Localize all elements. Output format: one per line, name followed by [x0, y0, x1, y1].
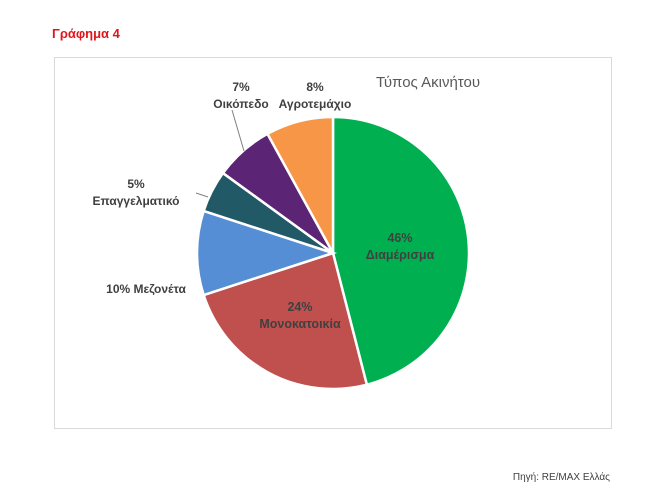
- leader-line-5: [231, 109, 245, 152]
- data-label-4: 5%: [127, 177, 145, 191]
- data-label-5: Οικόπεδο: [213, 97, 268, 111]
- data-label-3: 10% Μεζονέτα: [106, 282, 186, 296]
- pie-slice-6: [265, 115, 335, 254]
- data-label-6: Αγροτεμάχιο: [279, 97, 352, 111]
- pie-slices: [195, 115, 471, 391]
- data-label-5: 7%: [232, 80, 250, 94]
- leader-lines: [195, 109, 245, 198]
- leader-line-4: [195, 192, 209, 198]
- data-label-4: Επαγγελματικό: [93, 194, 180, 208]
- data-labels: 46% Διαμέρισμα 24% Μονοκατοικία 10% Μεζονέτα…: [93, 80, 435, 331]
- data-label-2: 24%: [287, 300, 312, 314]
- figure-heading: Γράφημα 4: [52, 26, 120, 41]
- pie-slice-2: [202, 251, 369, 391]
- source-note: Πηγή: RE/MAX Ελλάς: [512, 472, 610, 483]
- data-label-1: Διαμέρισμα: [366, 248, 435, 262]
- pie-slice-3: [195, 209, 338, 297]
- data-label-1: 46%: [387, 231, 412, 245]
- pie-slice-1: [331, 115, 471, 387]
- data-label-6: 8%: [306, 80, 324, 94]
- data-label-2: Μονοκατοικία: [259, 317, 341, 331]
- chart-title: Τύπος Ακινήτου: [376, 74, 481, 91]
